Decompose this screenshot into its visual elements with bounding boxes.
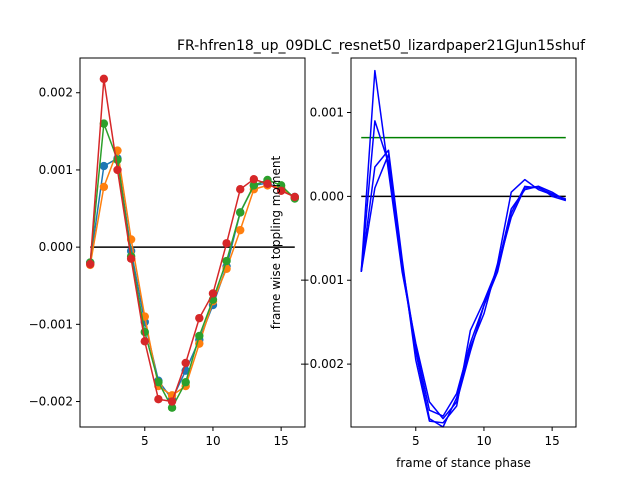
data-point: [290, 192, 299, 202]
x-tick-label: 10: [476, 434, 491, 448]
data-point: [236, 185, 245, 194]
data-point: [99, 161, 109, 171]
data-point: [276, 186, 286, 195]
series-line-3: [89, 78, 296, 403]
x-tick-label: 5: [412, 434, 420, 448]
left-subplot: 5 10 15 −0.002 −0.001 0.000 0.001 0.002: [29, 57, 306, 448]
data-point: [236, 208, 245, 217]
data-point: [181, 358, 190, 368]
y-tick-label: −0.002: [29, 395, 73, 409]
data-point: [222, 256, 231, 266]
data-point: [181, 378, 190, 387]
y-tick-label: 0.002: [39, 86, 73, 100]
data-point: [208, 289, 218, 298]
y-tick-label: 0.001: [39, 163, 73, 177]
data-point: [222, 239, 231, 248]
axes-frame: [350, 57, 577, 428]
data-point: [154, 378, 163, 387]
data-point: [263, 179, 272, 189]
data-point: [236, 225, 245, 235]
y-tick-label: −0.001: [300, 273, 344, 287]
data-point: [113, 165, 122, 175]
y-tick-label: 0.000: [39, 240, 73, 254]
x-axis-label: frame of stance phase: [396, 456, 531, 470]
data-point: [195, 313, 204, 323]
data-point: [195, 331, 204, 341]
data-point: [167, 403, 177, 412]
series-line-1: [89, 149, 296, 397]
y-tick-label: −0.001: [29, 317, 73, 331]
data-point: [249, 174, 259, 184]
data-point: [86, 259, 95, 269]
figure-title: FR-hfren18_up_09DLC_resnet50_lizardpaper…: [177, 38, 586, 54]
x-tick-label: 15: [544, 434, 559, 448]
data-point: [126, 254, 136, 263]
data-point: [140, 327, 149, 337]
data-point: [167, 397, 177, 406]
y-tick-label: 0.000: [310, 189, 344, 203]
data-point: [113, 155, 122, 165]
y-axis-label: frame wise toppling moment: [269, 156, 283, 330]
data-point: [99, 74, 109, 84]
x-tick-label: 5: [141, 434, 149, 448]
right-subplot: 5 10 15 −0.002 −0.001 0.000 0.001 frame of stan…: [269, 57, 577, 470]
series-line-3: [360, 153, 567, 417]
axes-frame: [79, 57, 306, 428]
data-point: [154, 395, 163, 404]
y-tick-label: 0.001: [310, 106, 344, 120]
data-point: [99, 119, 109, 128]
x-tick-label: 10: [205, 434, 220, 448]
y-tick-label: −0.002: [300, 357, 344, 371]
data-point: [140, 337, 149, 346]
data-point: [249, 181, 259, 190]
series-line-2: [89, 122, 296, 409]
data-point: [99, 182, 109, 192]
x-tick-label: 15: [273, 434, 288, 448]
